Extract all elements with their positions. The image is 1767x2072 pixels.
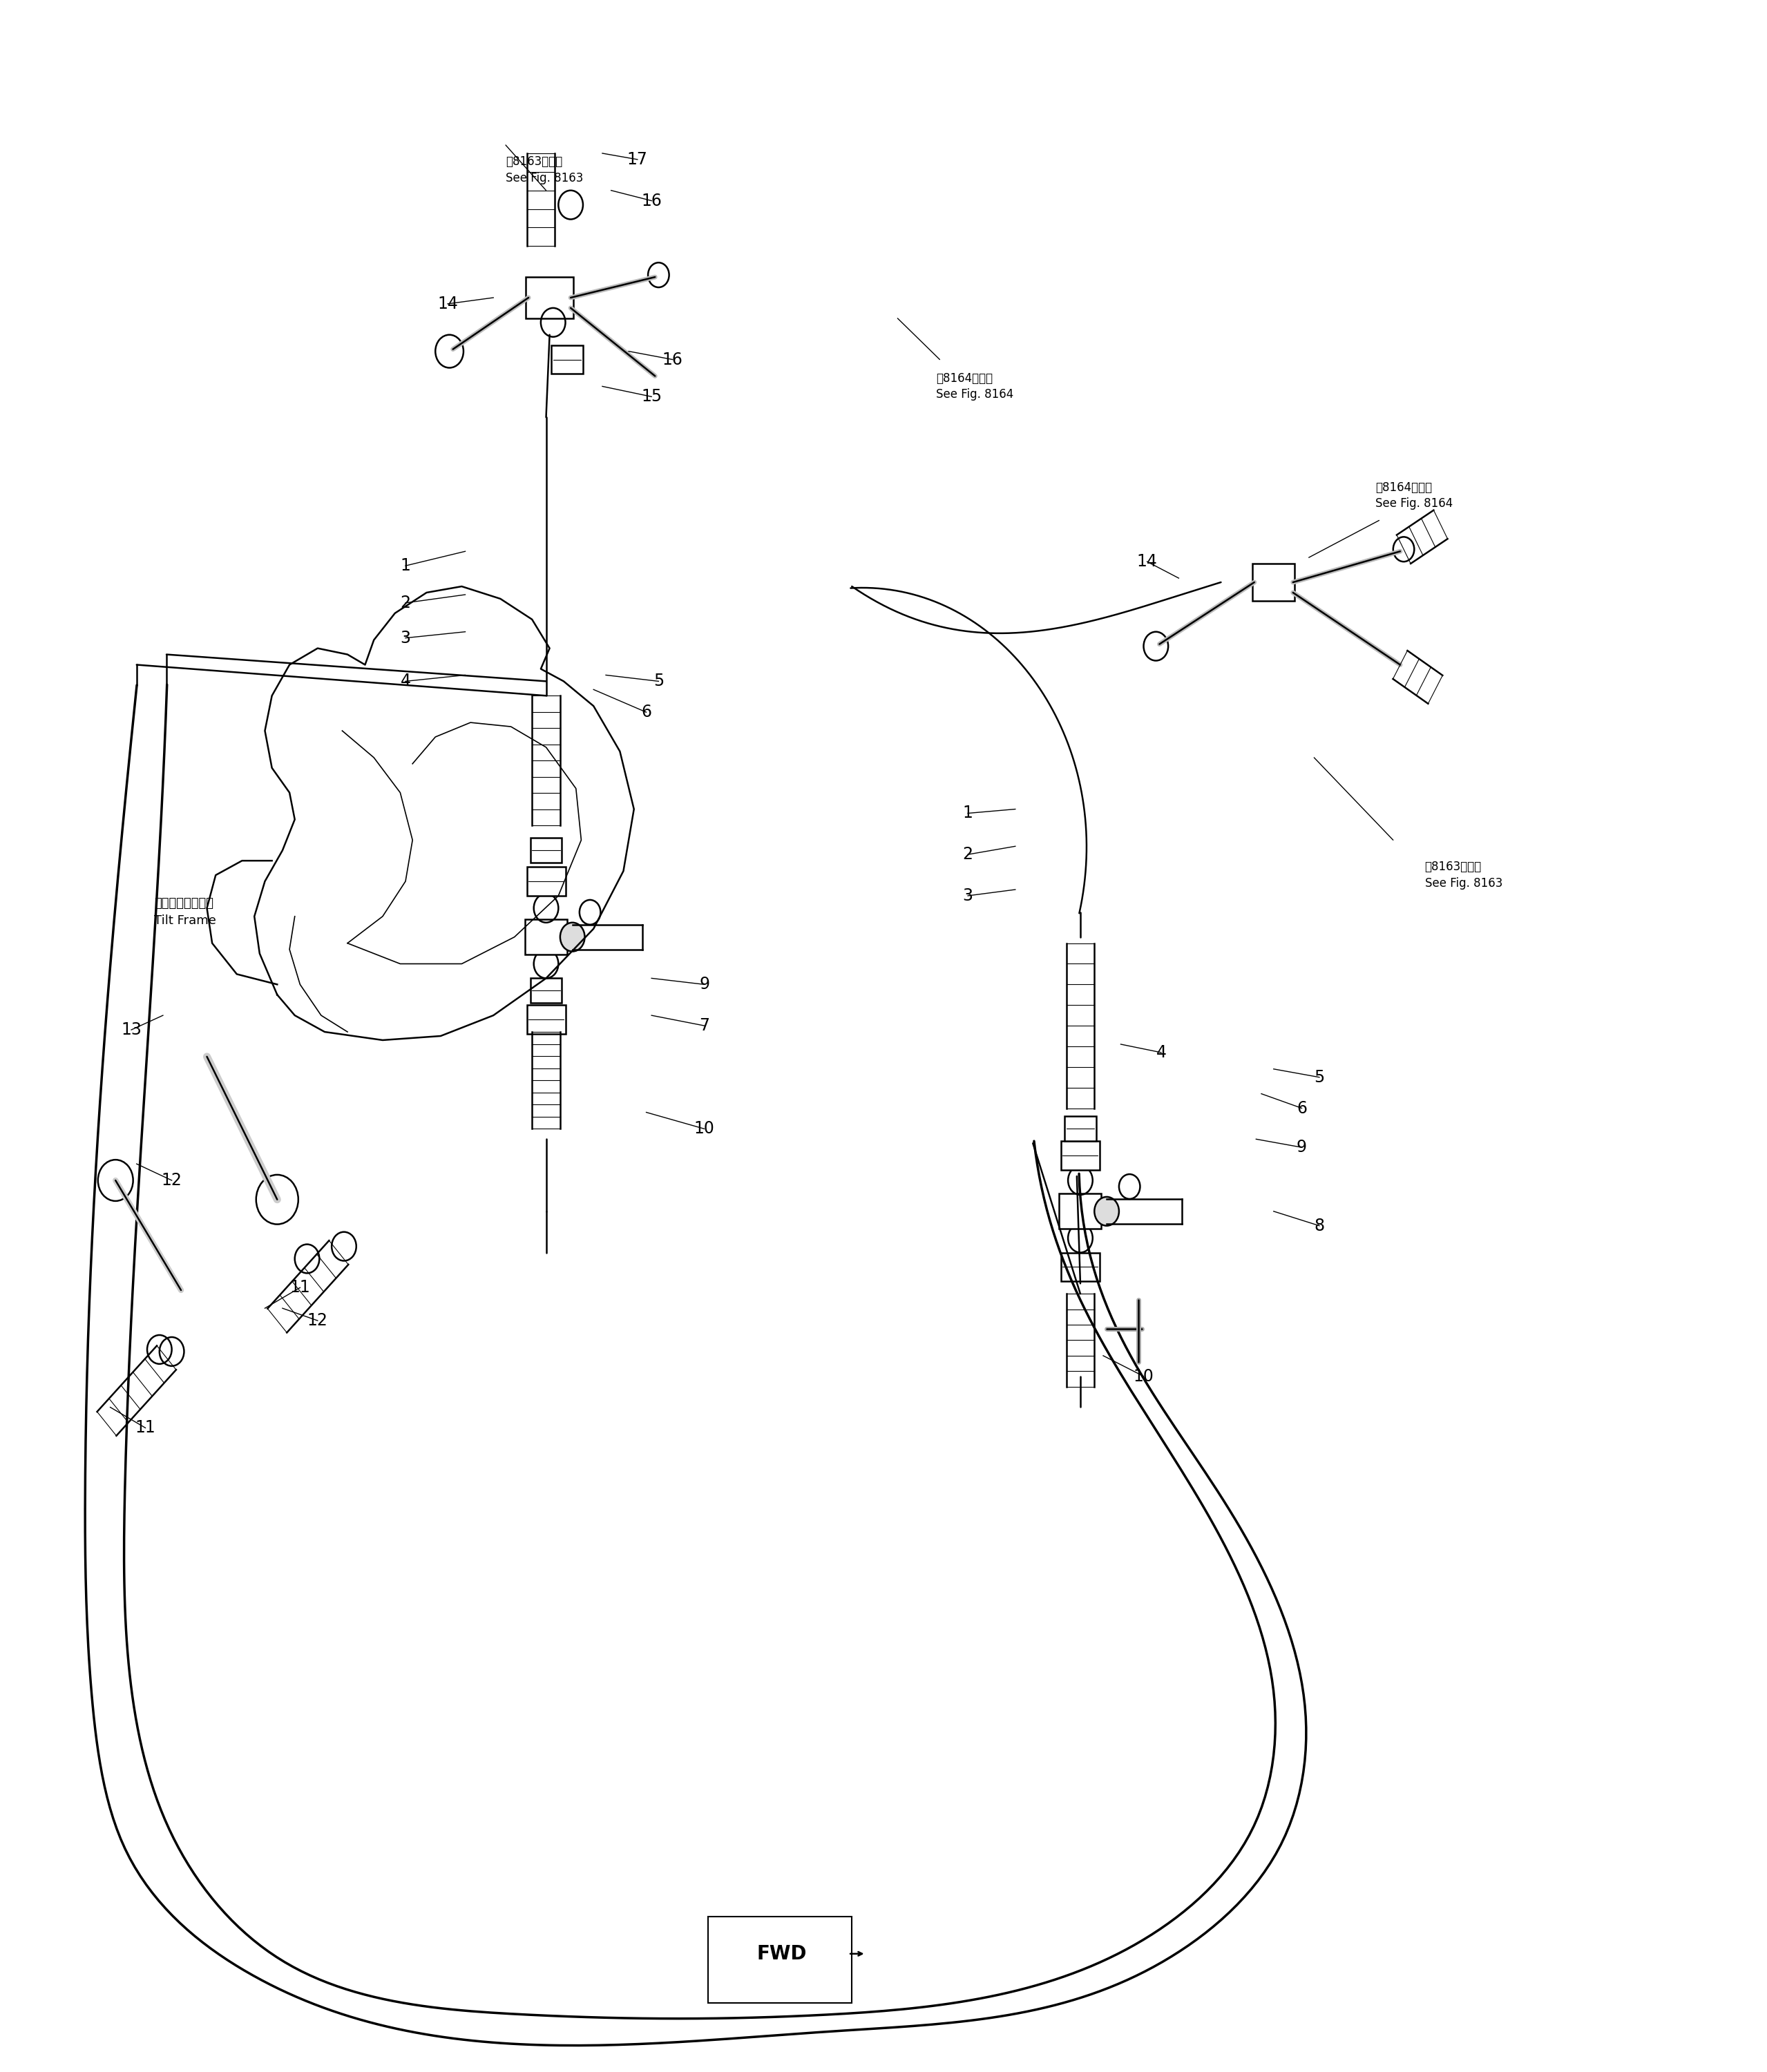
Circle shape [560, 922, 585, 951]
FancyBboxPatch shape [1064, 1117, 1096, 1142]
Text: 1: 1 [401, 557, 410, 574]
FancyBboxPatch shape [551, 346, 583, 373]
Circle shape [1094, 1198, 1119, 1227]
Text: 11: 11 [134, 1419, 155, 1436]
Text: 11: 11 [290, 1278, 311, 1295]
Text: 12: 12 [161, 1173, 182, 1189]
Text: 8: 8 [1315, 1218, 1325, 1235]
Text: 6: 6 [641, 704, 652, 721]
FancyBboxPatch shape [1060, 1254, 1099, 1280]
FancyBboxPatch shape [530, 978, 562, 1003]
Text: 16: 16 [663, 352, 682, 369]
Text: 第8163図参照
See Fig. 8163: 第8163図参照 See Fig. 8163 [505, 155, 583, 184]
FancyBboxPatch shape [1060, 1142, 1099, 1171]
Text: 5: 5 [1315, 1069, 1325, 1086]
Text: ティルトフレーム
Tilt Frame: ティルトフレーム Tilt Frame [154, 897, 216, 926]
Text: 12: 12 [307, 1312, 329, 1328]
Text: 第8163図参照
See Fig. 8163: 第8163図参照 See Fig. 8163 [1424, 860, 1502, 889]
Text: 9: 9 [700, 976, 709, 992]
Text: 10: 10 [1133, 1368, 1154, 1384]
FancyBboxPatch shape [525, 920, 567, 955]
FancyBboxPatch shape [1058, 1193, 1101, 1229]
Text: 14: 14 [438, 296, 458, 313]
Text: 4: 4 [401, 673, 410, 690]
Text: 3: 3 [963, 887, 974, 903]
Text: 7: 7 [700, 1017, 709, 1034]
Text: 1: 1 [963, 806, 974, 823]
Text: 6: 6 [1297, 1100, 1308, 1117]
FancyBboxPatch shape [1253, 564, 1295, 601]
Text: 15: 15 [641, 387, 663, 404]
Text: 13: 13 [120, 1021, 141, 1038]
Text: 2: 2 [401, 595, 410, 611]
Text: 9: 9 [1297, 1140, 1308, 1156]
Text: 3: 3 [401, 630, 410, 646]
FancyBboxPatch shape [709, 1917, 852, 2004]
Text: 5: 5 [654, 673, 664, 690]
FancyBboxPatch shape [527, 866, 565, 895]
Text: 16: 16 [641, 193, 663, 209]
Text: FWD: FWD [756, 1944, 806, 1964]
Text: 14: 14 [1136, 553, 1157, 570]
FancyBboxPatch shape [527, 1005, 565, 1034]
Text: 2: 2 [963, 845, 974, 862]
Text: 第8164図参照
See Fig. 8164: 第8164図参照 See Fig. 8164 [937, 373, 1014, 400]
Text: 10: 10 [694, 1121, 714, 1138]
FancyBboxPatch shape [530, 837, 562, 862]
Text: 第8164図参照
See Fig. 8164: 第8164図参照 See Fig. 8164 [1375, 481, 1452, 510]
Text: 17: 17 [627, 151, 648, 168]
Text: 4: 4 [1156, 1044, 1166, 1061]
FancyBboxPatch shape [527, 278, 573, 319]
